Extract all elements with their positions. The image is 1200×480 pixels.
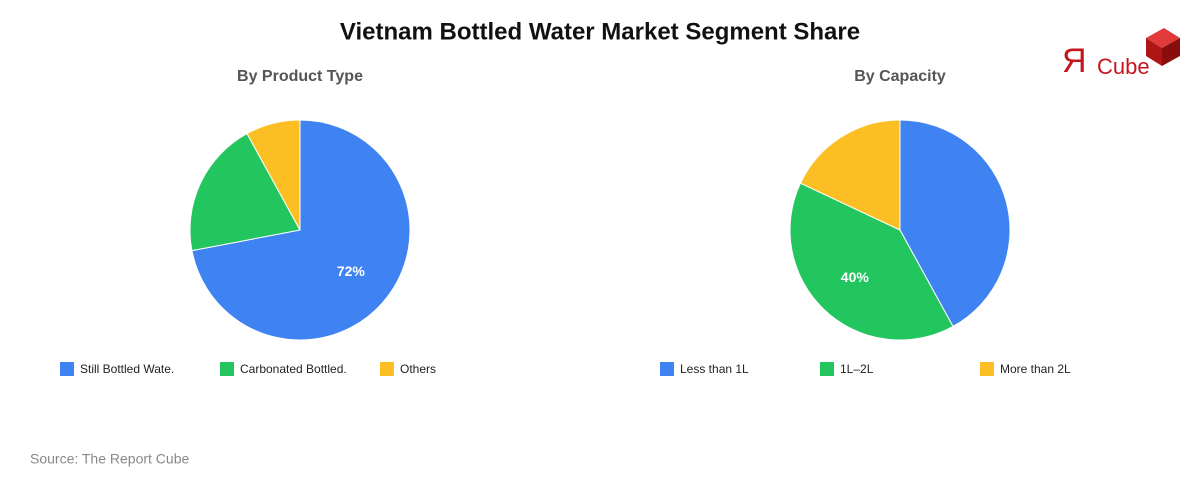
pie-slice <box>246 119 301 231</box>
legend-swatch <box>60 362 74 376</box>
logo-cube-right <box>1162 38 1180 66</box>
logo-mark: Я <box>1062 42 1087 80</box>
legend-label: Still Bottled Wate. <box>80 362 174 376</box>
pie-slice <box>799 119 901 231</box>
chart-subtitle: By Product Type <box>237 68 363 85</box>
chart-subtitle: By Capacity <box>854 68 946 85</box>
legend-label: Carbonated Bottled. <box>240 362 347 376</box>
page-title: Vietnam Bottled Water Market Segment Sha… <box>340 18 860 45</box>
value-label: 72% <box>337 263 366 279</box>
legend-swatch <box>220 362 234 376</box>
pie-slice <box>191 119 411 341</box>
logo-text: Cube <box>1097 54 1150 79</box>
value-label: 40% <box>841 269 870 285</box>
legend-swatch <box>380 362 394 376</box>
logo-cube-top <box>1146 28 1180 48</box>
logo: Я Cube <box>1062 28 1180 80</box>
legend-swatch <box>660 362 674 376</box>
legend-label: 1L–2L <box>840 362 874 376</box>
pie-slice <box>789 182 954 341</box>
pie-slice <box>899 119 1011 328</box>
legend-label: Less than 1L <box>680 362 749 376</box>
legend-swatch <box>820 362 834 376</box>
pie-slice <box>189 132 301 252</box>
source: Source: The Report Cube <box>30 451 189 467</box>
legend-label: Others <box>400 362 436 376</box>
legend-label: More than 2L <box>1000 362 1071 376</box>
legend-swatch <box>980 362 994 376</box>
logo-cube-left <box>1146 38 1162 66</box>
